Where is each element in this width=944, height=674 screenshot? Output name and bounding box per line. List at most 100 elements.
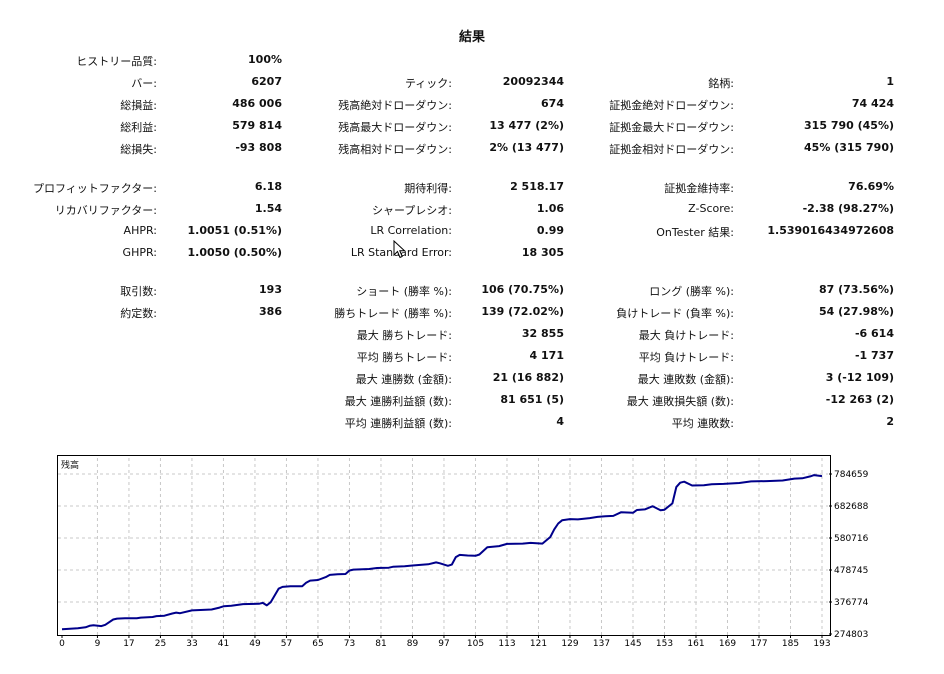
long-trades-value: 87 (73.56%): [818, 283, 894, 296]
ghpr-label: GHPR:: [122, 246, 157, 259]
total-trades-value: 193: [259, 283, 282, 296]
largest-profit-trade-label: 最大 勝ちトレード:: [356, 329, 452, 342]
total-trades-label: 取引数:: [120, 285, 157, 298]
expected-payoff-label: 期待利得:: [404, 182, 452, 195]
avg-consecutive-losses-value: 2: [886, 415, 894, 428]
balance-series-line: [61, 474, 823, 631]
balance-abs-dd-label: 残高絶対ドローダウン:: [338, 99, 452, 112]
max-consecutive-wins-value: 21 (16 882): [492, 371, 564, 384]
lr-standard-error-value: 18 305: [521, 246, 564, 259]
x-tick-label: 137: [593, 639, 610, 649]
x-tick-label: 17: [123, 639, 134, 649]
ahpr-value: 1.0051 (0.51%): [187, 224, 283, 237]
z-score-label: Z-Score:: [688, 202, 734, 215]
equity-abs-dd-value: 74 424: [851, 97, 894, 110]
balance-abs-dd-value: 674: [541, 97, 564, 110]
y-tick-label: 274803: [834, 630, 868, 640]
balance-max-dd-value: 13 477 (2%): [489, 119, 564, 132]
average-profit-trade-label: 平均 勝ちトレード:: [356, 351, 452, 364]
gross-profit-value: 579 814: [232, 119, 282, 132]
history-quality-label: ヒストリー品質:: [76, 55, 157, 68]
symbols-label: 銘柄:: [708, 77, 734, 90]
average-loss-trade-label: 平均 負けトレード:: [638, 351, 734, 364]
profit-trades-value: 139 (72.02%): [481, 305, 564, 318]
x-tick-label: 57: [281, 639, 292, 649]
balance-max-dd-label: 残高最大ドローダウン:: [338, 121, 452, 134]
bars-value: 6207: [251, 75, 282, 88]
bars-label: バー:: [131, 77, 157, 90]
ahpr-label: AHPR:: [123, 224, 157, 237]
max-consecutive-losses-value: 3 (-12 109): [825, 371, 894, 384]
short-trades-value: 106 (70.75%): [481, 283, 564, 296]
gross-loss-value: -93 808: [235, 141, 282, 154]
ticks-label: ティック:: [404, 77, 452, 90]
avg-consecutive-wins-label: 平均 連勝利益額 (数):: [344, 417, 452, 430]
x-tick-label: 169: [719, 639, 736, 649]
x-tick-label: 129: [561, 639, 578, 649]
y-tick-label: 682688: [834, 502, 869, 512]
max-consecutive-wins-label: 最大 連勝数 (金額):: [355, 373, 452, 386]
x-tick-label: 97: [438, 639, 449, 649]
largest-loss-trade-value: -6 614: [854, 327, 894, 340]
equity-abs-dd-label: 証拠金絶対ドローダウン:: [609, 99, 734, 112]
total-net-profit-value: 486 006: [232, 97, 282, 110]
sharpe-ratio-label: シャープレシオ:: [371, 204, 452, 217]
recovery-factor-label: リカバリファクター:: [54, 204, 157, 217]
y-tick-label: 478745: [834, 566, 868, 576]
x-tick-label: 49: [249, 639, 261, 649]
largest-loss-trade-label: 最大 負けトレード:: [638, 329, 734, 342]
y-tick-label: 784659: [834, 470, 869, 480]
x-tick-label: 113: [498, 639, 515, 649]
x-tick-label: 9: [95, 639, 101, 649]
x-tick-label: 153: [656, 639, 673, 649]
report-title: 結果: [458, 30, 485, 45]
equity-rel-dd-label: 証拠金相対ドローダウン:: [609, 143, 734, 156]
expected-payoff-value: 2 518.17: [510, 180, 564, 193]
x-tick-label: 121: [530, 639, 547, 649]
x-tick-label: 177: [750, 639, 767, 649]
ontester-result-value: 1.539016434972608: [767, 224, 894, 237]
chart-series-label: 残高: [61, 461, 80, 471]
x-tick-label: 161: [687, 639, 704, 649]
x-tick-label: 145: [624, 639, 641, 649]
x-tick-label: 73: [344, 639, 355, 649]
x-tick-label: 185: [782, 639, 799, 649]
x-tick-label: 105: [467, 639, 484, 649]
mouse-cursor-icon: [393, 240, 406, 259]
x-tick-label: 25: [155, 639, 166, 649]
gross-profit-label: 総利益:: [120, 121, 157, 134]
equity-rel-dd-value: 45% (315 790): [804, 141, 894, 154]
lr-standard-error-label: LR Standard Error:: [350, 246, 452, 259]
lr-correlation-label: LR Correlation:: [370, 224, 452, 237]
max-consecutive-profit-label: 最大 連勝利益額 (数):: [344, 395, 452, 408]
x-tick-label: 0: [59, 639, 65, 649]
y-tick-label: 580716: [834, 534, 869, 544]
gross-loss-label: 総損失:: [120, 143, 157, 156]
total-deals-label: 約定数:: [120, 307, 157, 320]
total-net-profit-label: 総損益:: [120, 99, 157, 112]
recovery-factor-value: 1.54: [254, 202, 282, 215]
x-tick-label: 81: [375, 639, 386, 649]
x-tick-label: 33: [186, 639, 197, 649]
lr-correlation-value: 0.99: [536, 224, 564, 237]
profit-factor-label: プロフィットファクター:: [32, 182, 157, 195]
average-profit-trade-value: 4 171: [529, 349, 564, 362]
avg-consecutive-losses-label: 平均 連敗数:: [671, 417, 734, 430]
balance-rel-dd-label: 残高相対ドローダウン:: [338, 143, 452, 156]
equity-max-dd-label: 証拠金最大ドローダウン:: [609, 121, 734, 134]
x-tick-label: 193: [813, 639, 830, 649]
x-tick-label: 89: [407, 639, 419, 649]
short-trades-label: ショート (勝率 %):: [356, 285, 452, 298]
sharpe-ratio-value: 1.06: [536, 202, 564, 215]
avg-consecutive-wins-value: 4: [556, 415, 564, 428]
average-loss-trade-value: -1 737: [854, 349, 894, 362]
ontester-result-label: OnTester 結果:: [656, 226, 734, 239]
loss-trades-value: 54 (27.98%): [818, 305, 894, 318]
history-quality-value: 100%: [248, 53, 282, 66]
margin-level-label: 証拠金維持率:: [664, 182, 734, 195]
profit-trades-label: 勝ちトレード (勝率 %):: [334, 307, 452, 320]
z-score-value: -2.38 (98.27%): [802, 202, 894, 215]
max-consecutive-profit-value: 81 651 (5): [500, 393, 564, 406]
profit-factor-value: 6.18: [254, 180, 282, 193]
ticks-value: 20092344: [502, 75, 564, 88]
